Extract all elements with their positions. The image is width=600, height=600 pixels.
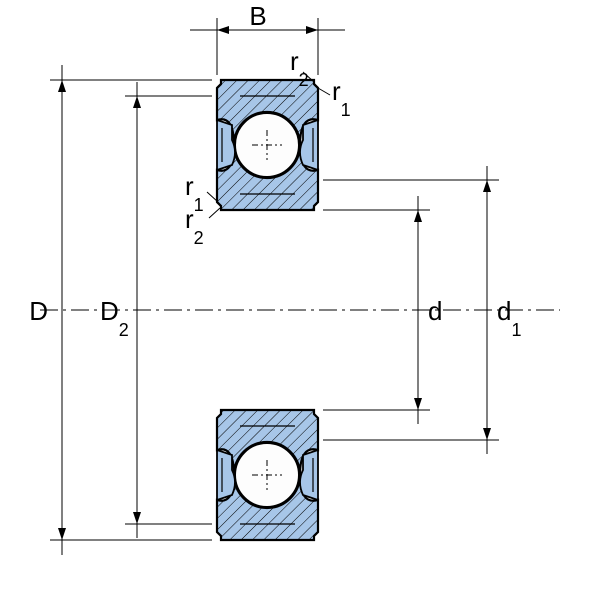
label-d: d	[428, 296, 442, 326]
dimension-B: B	[190, 1, 345, 75]
bottom-cross-section	[217, 410, 318, 540]
label-D: D	[29, 296, 48, 326]
label-d1: d1	[497, 296, 521, 340]
top-cross-section	[217, 80, 318, 210]
label-B: B	[249, 1, 266, 31]
bearing-diagram: B D D2 d d1 r2	[0, 0, 600, 600]
label-D2: D2	[100, 296, 129, 340]
callout-r1-top-right: r1	[318, 76, 351, 120]
svg-text:r1: r1	[332, 76, 351, 120]
